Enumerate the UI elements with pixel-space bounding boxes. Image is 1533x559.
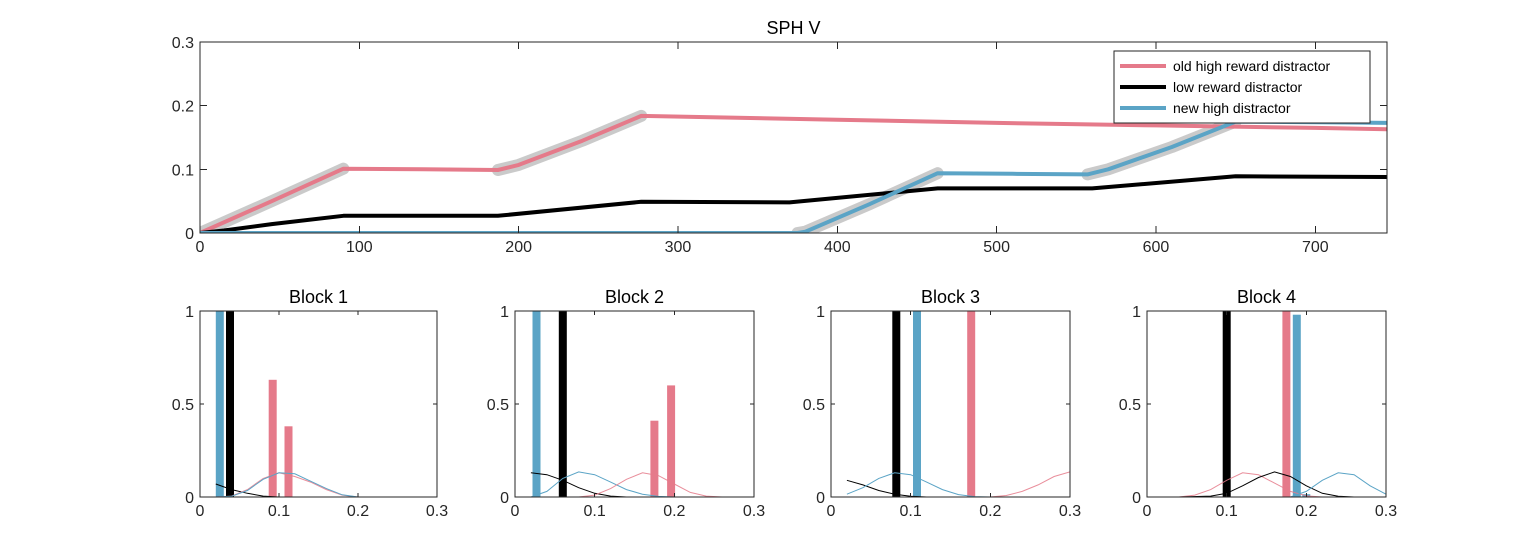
bar-old-high	[1282, 311, 1291, 497]
y-tick-label: 0.5	[1119, 397, 1141, 414]
x-tick-label: 0.3	[1059, 503, 1081, 520]
x-tick-label: 0.3	[743, 503, 765, 520]
y-tick-label: 0.5	[487, 397, 509, 414]
bar-old-high	[284, 426, 293, 497]
axes-box	[199, 41, 1388, 234]
axes-box	[199, 310, 438, 498]
x-tick-label: 100	[346, 239, 373, 256]
chart-title: Block 3	[921, 287, 980, 307]
plot-content	[200, 109, 1387, 233]
x-tick-label: 0.3	[1375, 503, 1397, 520]
bar-new-high	[1292, 314, 1301, 497]
x-tick-label: 700	[1302, 239, 1329, 256]
density-curve-old-high	[1178, 472, 1386, 497]
plot-content	[846, 311, 1070, 497]
y-tick-label: 0	[500, 490, 509, 507]
legend-label: old high reward distractor	[1173, 58, 1331, 74]
x-tick-label: 0.1	[268, 503, 290, 520]
density-curve-low	[1178, 471, 1386, 497]
y-tick-label: 0	[1132, 490, 1141, 507]
bar-low	[892, 311, 901, 497]
x-tick-label: 0	[827, 503, 836, 520]
bar-new-high	[215, 311, 224, 497]
x-tick-label: 0	[1143, 503, 1152, 520]
x-tick-label: 0.2	[347, 503, 369, 520]
x-tick-label: 0	[196, 503, 205, 520]
x-tick-label: 0	[196, 239, 205, 256]
axes-box	[1146, 310, 1387, 498]
x-tick-label: 0.1	[584, 503, 606, 520]
y-tick-label: 1	[500, 304, 509, 321]
chart-top: 0 100 200 300 400 500 600 700 0 0.1 0.2 0.3 SPH V old…	[172, 18, 1388, 256]
y-tick-label: 1	[816, 304, 825, 321]
density-curve-low	[846, 479, 1070, 497]
plot-content	[1178, 311, 1386, 497]
plot-area	[199, 310, 438, 498]
x-tick-label: 0.3	[426, 503, 448, 520]
y-tick-label: 1	[185, 304, 194, 321]
bar-low	[1222, 311, 1231, 497]
axes-box	[830, 310, 1071, 498]
y-tick-label: 0.5	[803, 397, 825, 414]
density-curve-new-high	[1290, 472, 1386, 497]
legend-label: low reward distractor	[1173, 79, 1302, 95]
density-curve-old-high	[578, 472, 754, 497]
x-tick-label: 0.2	[1295, 503, 1317, 520]
x-tick-label: 0.2	[979, 503, 1001, 520]
chart-title: Block 4	[1237, 287, 1296, 307]
x-tick-label: 0.1	[1216, 503, 1238, 520]
x-tick-label: 300	[665, 239, 692, 256]
x-tick-label: 400	[824, 239, 851, 256]
density-curve-old-high	[990, 471, 1070, 497]
y-tick-label: 0	[816, 490, 825, 507]
bar-old-high	[650, 420, 659, 497]
x-tick-label: 200	[505, 239, 532, 256]
bar-old-high	[667, 385, 676, 497]
plot-area	[830, 310, 1071, 498]
legend-label: new high distractor	[1173, 100, 1291, 116]
chart-block-3: 0 0.1 0.2 0.3 0 0.5 1 Block 3	[803, 287, 1081, 520]
series-line-low	[200, 174, 1387, 233]
x-tick-label: 500	[983, 239, 1010, 256]
y-tick-label: 0.5	[172, 397, 194, 414]
chart-block-2: 0 0.1 0.2 0.3 0 0.5 1 Block 2	[487, 287, 765, 520]
x-tick-label: 600	[1143, 239, 1170, 256]
bar-low	[226, 311, 234, 497]
plot-content	[530, 311, 754, 497]
plot-area	[514, 310, 755, 498]
axes-box	[514, 310, 755, 498]
x-tick-label: 0.1	[900, 503, 922, 520]
y-tick-label: 1	[1132, 304, 1141, 321]
bar-new-high	[913, 311, 921, 497]
y-tick-label: 0.1	[172, 162, 194, 179]
x-tick-label: 0	[511, 503, 520, 520]
chart-title: Block 1	[289, 287, 348, 307]
x-tick-label: 0.2	[663, 503, 685, 520]
bar-new-high	[532, 311, 541, 497]
chart-title: Block 2	[605, 287, 664, 307]
plot-content	[215, 311, 437, 497]
y-tick-label: 0	[185, 226, 194, 243]
bar-old-high	[268, 379, 277, 497]
plot-area	[1146, 310, 1387, 498]
density-curve-low	[215, 483, 437, 497]
bar-old-high	[967, 311, 976, 497]
density-curve-new-high	[215, 472, 437, 497]
series-line-old-high	[200, 113, 1387, 233]
chart-block-4: 0 0.1 0.2 0.3 0 0.5 1 Block 4	[1119, 287, 1397, 520]
density-curve-new-high	[846, 472, 1070, 497]
bar-low	[558, 311, 567, 497]
chart-block-1: 0 0.1 0.2 0.3 0 0.5 1 Block 1	[172, 287, 448, 520]
legend: old high reward distractor low reward dis…	[1113, 50, 1371, 124]
chart-title: SPH V	[766, 18, 820, 38]
y-tick-label: 0	[185, 490, 194, 507]
y-tick-label: 0.2	[172, 99, 194, 116]
y-tick-label: 0.3	[172, 35, 194, 52]
